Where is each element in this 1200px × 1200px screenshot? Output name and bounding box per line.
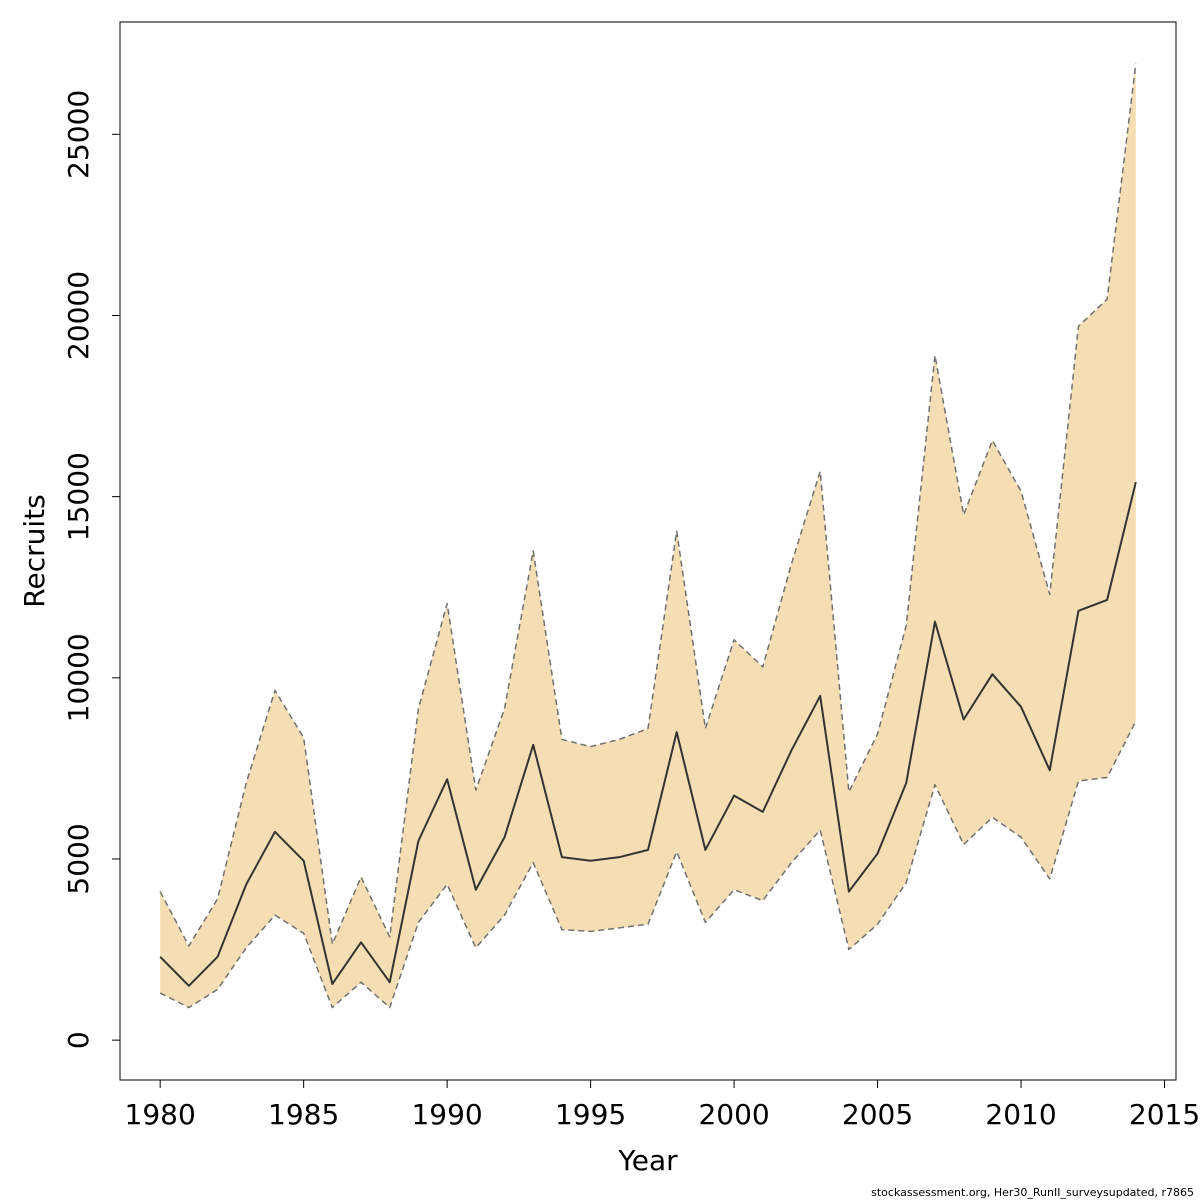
y-axis: 0 5000 10000 15000 20000 25000 <box>62 90 121 1049</box>
x-tick-label: 2005 <box>842 1098 913 1131</box>
y-tick-label: 10000 <box>62 633 95 722</box>
y-tick-label: 15000 <box>62 452 95 541</box>
y-tick-label: 5000 <box>62 823 95 894</box>
x-tick-label: 1990 <box>411 1098 482 1131</box>
upper-confidence-bound-line <box>159 63 1137 947</box>
y-tick-label: 25000 <box>62 90 95 179</box>
x-tick-label: 1995 <box>555 1098 626 1131</box>
x-tick-label: 2015 <box>1129 1098 1200 1131</box>
footer-credit: stockassessment.org, Her30_RunII_surveys… <box>871 1186 1194 1199</box>
recruits-estimate-line <box>159 481 1137 987</box>
x-tick-label: 2010 <box>985 1098 1056 1131</box>
x-axis: 1980 1985 1990 1995 2000 2005 2010 2015 <box>125 1079 1200 1131</box>
confidence-band-layer <box>160 63 1136 1008</box>
confidence-band <box>160 63 1136 1008</box>
x-axis-title: Year <box>617 1144 678 1177</box>
x-tick-label: 1985 <box>268 1098 339 1131</box>
y-tick-label: 20000 <box>62 271 95 360</box>
x-tick-label: 1980 <box>125 1098 196 1131</box>
series-lines-layer <box>159 63 1137 1009</box>
lower-confidence-bound-line <box>159 720 1137 1009</box>
y-tick-label: 0 <box>62 1031 95 1049</box>
x-tick-label: 2000 <box>698 1098 769 1131</box>
y-axis-title: Recruits <box>18 494 51 607</box>
